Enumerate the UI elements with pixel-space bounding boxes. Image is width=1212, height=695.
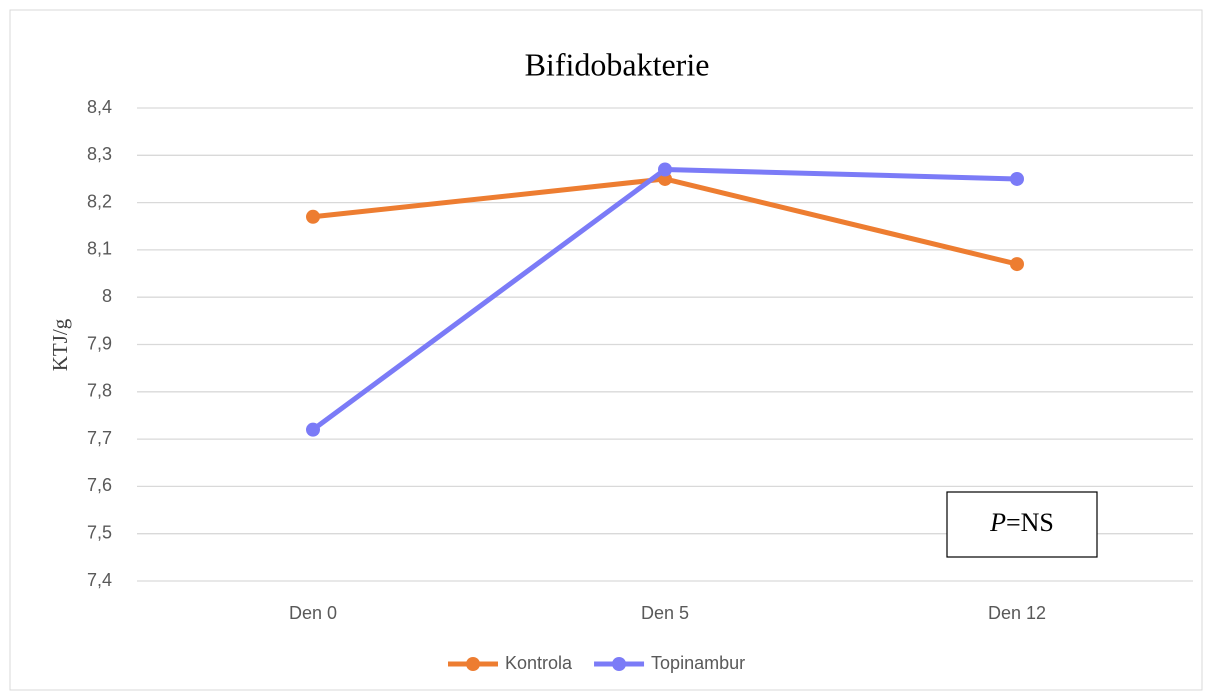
legend-label: Topinambur <box>651 653 745 673</box>
x-tick-label: Den 5 <box>641 603 689 623</box>
data-point <box>1010 171 1024 186</box>
y-tick-label: 7,5 <box>87 522 112 542</box>
chart-border <box>9 9 1203 691</box>
y-tick-label: 8,2 <box>87 191 112 211</box>
y-tick-label: 8,4 <box>87 97 112 117</box>
y-axis-label: KTJ/g <box>48 318 72 371</box>
y-tick-label: 7,8 <box>87 381 112 401</box>
legend-marker <box>466 657 480 671</box>
data-point <box>658 162 672 177</box>
y-tick-label: 7,6 <box>87 475 112 495</box>
annotation-italic: P <box>989 508 1006 537</box>
x-tick-label: Den 12 <box>988 603 1046 623</box>
y-tick-label: 7,7 <box>87 428 112 448</box>
annotation-box <box>946 491 1098 558</box>
x-tick-label: Den 0 <box>289 603 337 623</box>
y-tick-label: 7,9 <box>87 333 112 353</box>
legend-label: Kontrola <box>505 653 573 673</box>
data-point <box>306 209 320 224</box>
chart-title: Bifidobakterie <box>525 46 710 82</box>
y-tick-label: 7,4 <box>87 570 112 590</box>
annotation: P=NS <box>989 508 1054 537</box>
data-point <box>306 422 320 437</box>
data-point <box>1010 257 1024 272</box>
annotation-text: =NS <box>1006 508 1054 537</box>
y-tick-label: 8 <box>102 286 112 306</box>
y-tick-label: 8,3 <box>87 144 112 164</box>
y-tick-label: 8,1 <box>87 239 112 259</box>
legend-marker <box>612 657 627 671</box>
